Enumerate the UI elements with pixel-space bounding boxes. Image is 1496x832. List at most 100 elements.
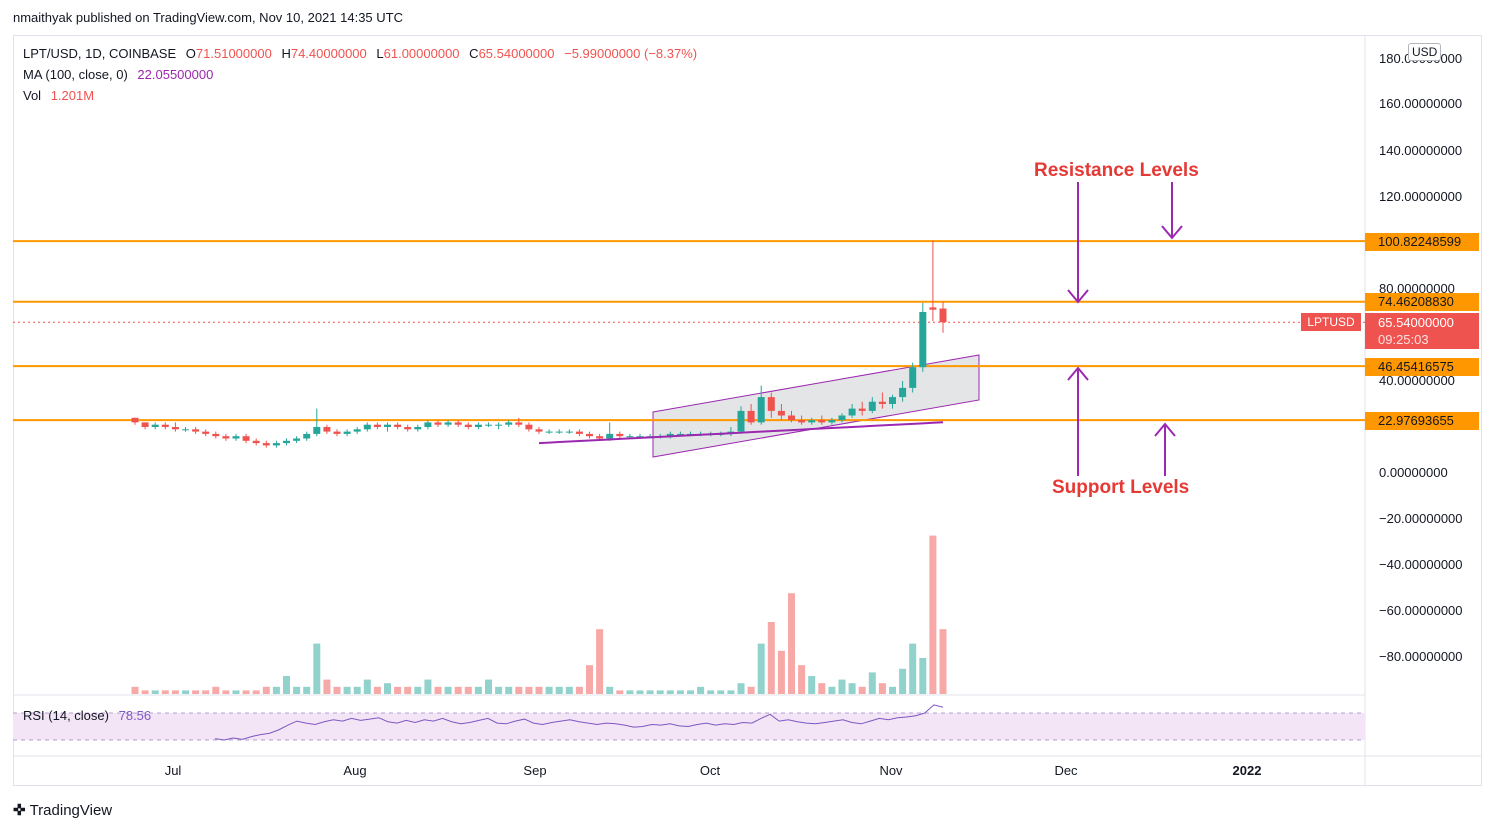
high-value: 74.40000000 — [290, 46, 367, 61]
price-tick: 120.00000000 — [1379, 189, 1463, 204]
volume-bar — [555, 686, 563, 694]
candle-body — [575, 431, 583, 434]
volume-bar — [565, 686, 573, 694]
resistance-arrow-2-head — [1161, 225, 1183, 240]
support-high-tag: 46.45416575 — [1365, 358, 1479, 376]
volume-bar — [929, 535, 937, 694]
volume-bar — [889, 686, 896, 694]
volume-bar — [939, 629, 947, 694]
volume-bar — [909, 643, 917, 694]
candle-body — [899, 387, 907, 398]
volume-bar — [626, 690, 634, 694]
support-arrow-1-head — [1067, 366, 1089, 381]
candle-body — [424, 422, 432, 427]
volume-bar — [899, 668, 907, 694]
last-price-value: 65.54000000 — [1378, 315, 1454, 330]
volume-bar — [848, 683, 856, 694]
volume-bar — [444, 686, 452, 694]
footer-brand: TradingView — [29, 801, 113, 819]
volume-bar — [394, 686, 402, 694]
volume-bar — [687, 690, 694, 694]
candle-body — [232, 436, 240, 439]
volume-legend[interactable]: Vol 1.201M — [23, 87, 94, 104]
price-tick: −20.00000000 — [1379, 511, 1463, 526]
ma-value: 22.05500000 — [137, 67, 214, 82]
candle-body — [343, 431, 351, 434]
volume-bar — [737, 683, 745, 694]
volume-bar — [283, 676, 290, 694]
currency-button[interactable]: USD — [1408, 43, 1442, 61]
price-tick: 0.00000000 — [1379, 465, 1448, 480]
volume-bar — [788, 593, 795, 694]
volume-bar — [232, 690, 240, 694]
candle-body — [555, 431, 563, 433]
volume-bar — [575, 686, 583, 694]
volume-bar — [404, 686, 412, 694]
price-tick: −80.00000000 — [1379, 649, 1463, 664]
volume-bar — [606, 686, 614, 694]
candle-body — [919, 312, 927, 368]
candle-body — [242, 436, 250, 441]
candle-body — [808, 420, 816, 423]
candle-body — [272, 443, 280, 446]
volume-bar — [373, 686, 381, 694]
volume-bar — [586, 665, 593, 694]
volume-bar — [707, 690, 715, 694]
volume-bar — [414, 686, 422, 694]
volume-bar — [727, 690, 735, 694]
volume-bar — [363, 679, 371, 694]
rsi-line — [214, 704, 944, 741]
ascending-channel — [652, 354, 980, 458]
price-tick: 160.00000000 — [1379, 96, 1463, 111]
volume-bar — [485, 679, 492, 694]
candle-body — [838, 415, 846, 421]
footer[interactable]: ✜ TradingView — [13, 801, 113, 820]
price-tick: −60.00000000 — [1379, 603, 1463, 618]
symbol-label: LPT/USD, 1D, COINBASE — [23, 46, 177, 61]
ma-legend[interactable]: MA (100, close, 0) 22.05500000 — [23, 66, 213, 83]
countdown-value: 09:25:03 — [1378, 332, 1429, 347]
volume-bar — [454, 686, 462, 694]
candle-body — [444, 422, 452, 425]
resistance-low-tag: 74.46208830 — [1365, 293, 1479, 311]
volume-bar — [384, 683, 391, 694]
candle-body — [858, 408, 866, 411]
volume-bar — [202, 690, 210, 694]
volume-value: 1.201M — [50, 88, 95, 103]
rsi-legend[interactable]: RSI (14, close) 78.56 — [23, 707, 151, 724]
volume-bar — [495, 686, 503, 694]
moving-average-line — [538, 421, 944, 445]
candle-body — [131, 417, 139, 423]
time-label-aug: Aug — [343, 763, 367, 778]
volume-bar — [333, 686, 341, 694]
volume-bar — [515, 686, 523, 694]
volume-bar — [353, 686, 361, 694]
candle-body — [434, 422, 442, 425]
candle-body — [141, 422, 149, 427]
candle-body — [889, 397, 896, 404]
price-tick: −40.00000000 — [1379, 557, 1463, 572]
candle-body — [868, 401, 876, 411]
candle-body — [323, 427, 331, 432]
time-label-jul: Jul — [164, 763, 182, 778]
open-value: 71.51000000 — [195, 46, 272, 61]
candle-body — [586, 433, 593, 437]
candle-body — [404, 427, 412, 430]
candle-body — [606, 433, 614, 439]
candle-body — [212, 433, 220, 437]
candle-body — [485, 424, 492, 426]
candle-body — [798, 420, 806, 423]
ma-label: MA (100, close, 0) — [23, 67, 128, 82]
candle-body — [777, 410, 785, 416]
close-value: 65.54000000 — [478, 46, 555, 61]
candle-body — [252, 440, 260, 444]
rsi-label: RSI (14, close) — [23, 708, 109, 723]
time-label-oct: Oct — [699, 763, 721, 778]
volume-bar — [303, 686, 311, 694]
low-label: L — [376, 46, 384, 61]
candle-body — [171, 427, 179, 430]
candle-body — [202, 431, 210, 434]
volume-bar — [646, 690, 654, 694]
candle-body — [747, 410, 755, 423]
